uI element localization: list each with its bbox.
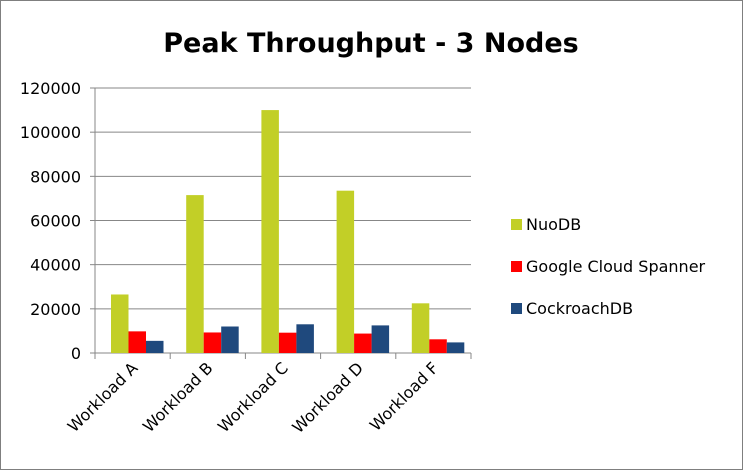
y-tick-label: 0 — [71, 344, 81, 363]
bar-nuodb — [411, 303, 430, 353]
legend-label: NuoDB — [526, 215, 581, 234]
tick-labels: 0 20000 40000 60000 80000 100000 120000 Workloa… — [20, 79, 442, 437]
bar-google-cloud-spanner — [354, 333, 372, 353]
x-category-label: Workload A — [64, 358, 142, 436]
bar-cockroachdb — [146, 340, 164, 353]
legend-label: CockroachDB — [526, 299, 633, 318]
bar-cockroachdb — [446, 342, 465, 353]
legend-swatch — [511, 219, 522, 230]
legend-swatch — [511, 303, 522, 314]
y-tick-label: 100000 — [20, 123, 81, 142]
bar-google-cloud-spanner — [278, 332, 297, 353]
y-tick-label: 60000 — [30, 212, 81, 231]
bars — [111, 110, 465, 353]
bar-nuodb — [336, 190, 355, 353]
legend-label: Google Cloud Spanner — [526, 257, 706, 276]
bar-google-cloud-spanner — [429, 339, 447, 353]
bar-google-cloud-spanner — [203, 332, 222, 353]
bar-nuodb — [186, 195, 204, 353]
gridlines — [95, 87, 471, 310]
bar-google-cloud-spanner — [128, 331, 146, 353]
legend-swatch — [511, 261, 522, 272]
bar-cockroachdb — [221, 326, 239, 353]
y-tick-label: 20000 — [30, 300, 81, 319]
x-category-label: Workload C — [214, 358, 292, 436]
x-category-label: Workload F — [366, 358, 442, 434]
x-category-label: Workload B — [139, 358, 217, 436]
y-tick-label: 120000 — [20, 79, 81, 98]
x-category-label: Workload D — [288, 358, 367, 437]
bar-cockroachdb — [371, 325, 390, 353]
bar-cockroachdb — [296, 324, 314, 353]
chart-title: Peak Throughput - 3 Nodes — [163, 28, 578, 59]
y-tick-label: 80000 — [30, 167, 81, 186]
legend: NuoDB Google Cloud Spanner CockroachDB — [511, 215, 706, 318]
y-tick-label: 40000 — [30, 256, 81, 275]
bar-nuodb — [261, 110, 279, 353]
bar-nuodb — [111, 294, 129, 353]
